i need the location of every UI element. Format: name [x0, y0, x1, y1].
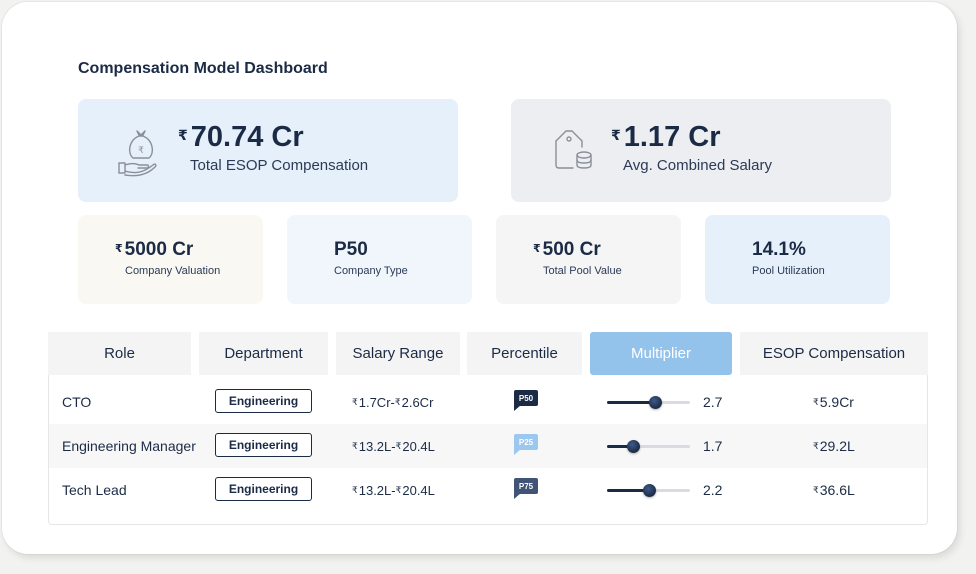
total-esop-value: ₹70.74 Cr [178, 121, 304, 154]
role-cell: CTO [62, 394, 92, 410]
salary-min: 13.2L [358, 482, 392, 498]
header-esop-compensation[interactable]: ESOP Compensation [740, 332, 928, 375]
multiplier-value: 2.7 [703, 394, 723, 410]
multiplier-slider-fill [607, 489, 650, 492]
total-pool-amount: 500 Cr [542, 239, 601, 260]
multiplier-slider-handle[interactable] [643, 484, 657, 497]
table-body: CTO Engineering ₹1.7Cr - ₹2.6Cr P50 2.7 ₹5.9Cr… [48, 375, 928, 525]
total-esop-label: Total ESOP Compensation [190, 157, 369, 174]
company-valuation-value: ₹5000 Cr [115, 239, 193, 261]
esop-compensation-cell: ₹5.9Cr [813, 380, 854, 424]
multiplier-slider[interactable] [607, 396, 690, 409]
company-valuation-label: Company Valuation [125, 265, 221, 277]
salary-range-cell: ₹1.7Cr - ₹2.6Cr [352, 380, 433, 424]
header-department[interactable]: Department [199, 332, 328, 375]
price-tag-coins-icon [555, 130, 592, 169]
multiplier-slider-handle[interactable] [649, 396, 663, 409]
company-type-value: P50 [334, 239, 368, 260]
avg-salary-amount: 1.17 Cr [623, 121, 721, 153]
esop-amount: 5.9Cr [819, 394, 854, 410]
svg-text:₹: ₹ [138, 146, 144, 156]
company-valuation-amount: 5000 Cr [124, 239, 194, 260]
salary-max: 20.4L [402, 482, 435, 498]
salary-max: 20.4L [402, 438, 435, 454]
currency-symbol: ₹ [394, 396, 401, 407]
salary-separator: - [391, 482, 396, 498]
esop-compensation-cell: ₹36.6L [813, 468, 855, 512]
pool-utilization-value: 14.1% [752, 239, 806, 260]
company-type-card: P50 Company Type [287, 215, 472, 304]
table-row: Tech Lead Engineering ₹13.2L - ₹20.4L P75 2.2… [49, 468, 927, 512]
pool-utilization-card: 14.1% Pool Utilization [705, 215, 890, 304]
header-percentile[interactable]: Percentile [467, 332, 582, 375]
total-esop-amount: 70.74 Cr [190, 121, 304, 153]
percentile-flag-tail [514, 493, 521, 499]
percentile-badge: P50 [514, 390, 538, 412]
currency-symbol: ₹ [813, 396, 819, 407]
salary-min: 13.2L [358, 438, 392, 454]
table-row: Engineering Manager Engineering ₹13.2L - ₹2… [49, 424, 927, 468]
esop-compensation-cell: ₹29.2L [813, 424, 855, 468]
department-badge[interactable]: Engineering [215, 477, 312, 501]
percentile-label: P50 [514, 390, 538, 406]
currency-symbol: ₹ [352, 396, 358, 407]
dashboard-frame: Compensation Model Dashboard ₹ ₹70.74 Cr… [2, 2, 957, 554]
multiplier-value: 1.7 [703, 438, 723, 454]
header-multiplier[interactable]: Multiplier [590, 332, 732, 375]
department-badge[interactable]: Engineering [215, 433, 312, 457]
esop-amount: 36.6L [819, 482, 855, 498]
esop-amount: 29.2L [819, 438, 855, 454]
avg-salary-value: ₹1.17 Cr [611, 121, 720, 154]
percentile-flag-tail [514, 405, 521, 411]
total-esop-card: ₹ ₹70.74 Cr Total ESOP Compensation [78, 99, 458, 202]
header-salary-range[interactable]: Salary Range [336, 332, 460, 375]
page-title: Compensation Model Dashboard [78, 60, 328, 77]
currency-symbol: ₹ [533, 243, 541, 255]
currency-symbol: ₹ [395, 440, 402, 451]
percentile-badge: P75 [514, 478, 538, 500]
currency-symbol: ₹ [813, 440, 819, 451]
multiplier-slider[interactable] [607, 484, 690, 497]
avg-salary-label: Avg. Combined Salary [623, 157, 772, 174]
multiplier-slider-handle[interactable] [626, 440, 640, 453]
money-bag-hand-icon: ₹ [118, 130, 157, 177]
currency-symbol: ₹ [352, 440, 358, 451]
multiplier-slider[interactable] [607, 440, 690, 453]
percentile-badge: P25 [514, 434, 538, 456]
salary-separator: - [391, 438, 396, 454]
pool-utilization-label: Pool Utilization [752, 265, 825, 277]
currency-symbol: ₹ [352, 484, 358, 495]
currency-symbol: ₹ [178, 127, 188, 143]
currency-symbol: ₹ [115, 243, 123, 255]
multiplier-slider-fill [607, 401, 656, 404]
currency-symbol: ₹ [395, 484, 402, 495]
percentile-label: P75 [514, 478, 538, 494]
table-row: CTO Engineering ₹1.7Cr - ₹2.6Cr P50 2.7 ₹5.9Cr [49, 380, 927, 424]
multiplier-value: 2.2 [703, 482, 723, 498]
salary-range-cell: ₹13.2L - ₹20.4L [352, 468, 435, 512]
salary-min: 1.7Cr [358, 394, 391, 410]
department-badge[interactable]: Engineering [215, 389, 312, 413]
total-pool-card: ₹500 Cr Total Pool Value [496, 215, 681, 304]
currency-symbol: ₹ [611, 127, 621, 143]
compensation-table: Role Department Salary Range Percentile … [48, 332, 928, 525]
salary-max: 2.6Cr [401, 394, 434, 410]
role-cell: Engineering Manager [62, 438, 196, 454]
percentile-flag-tail [514, 449, 521, 455]
currency-symbol: ₹ [813, 484, 819, 495]
company-valuation-card: ₹5000 Cr Company Valuation [78, 215, 263, 304]
salary-range-cell: ₹13.2L - ₹20.4L [352, 424, 435, 468]
role-cell: Tech Lead [62, 482, 127, 498]
header-role[interactable]: Role [48, 332, 191, 375]
salary-separator: - [390, 394, 395, 410]
avg-salary-card: ₹1.17 Cr Avg. Combined Salary [511, 99, 891, 202]
company-type-label: Company Type [334, 265, 408, 277]
multiplier-slider-fill [607, 445, 633, 448]
total-pool-label: Total Pool Value [543, 265, 622, 277]
percentile-label: P25 [514, 434, 538, 450]
total-pool-value: ₹500 Cr [533, 239, 601, 261]
